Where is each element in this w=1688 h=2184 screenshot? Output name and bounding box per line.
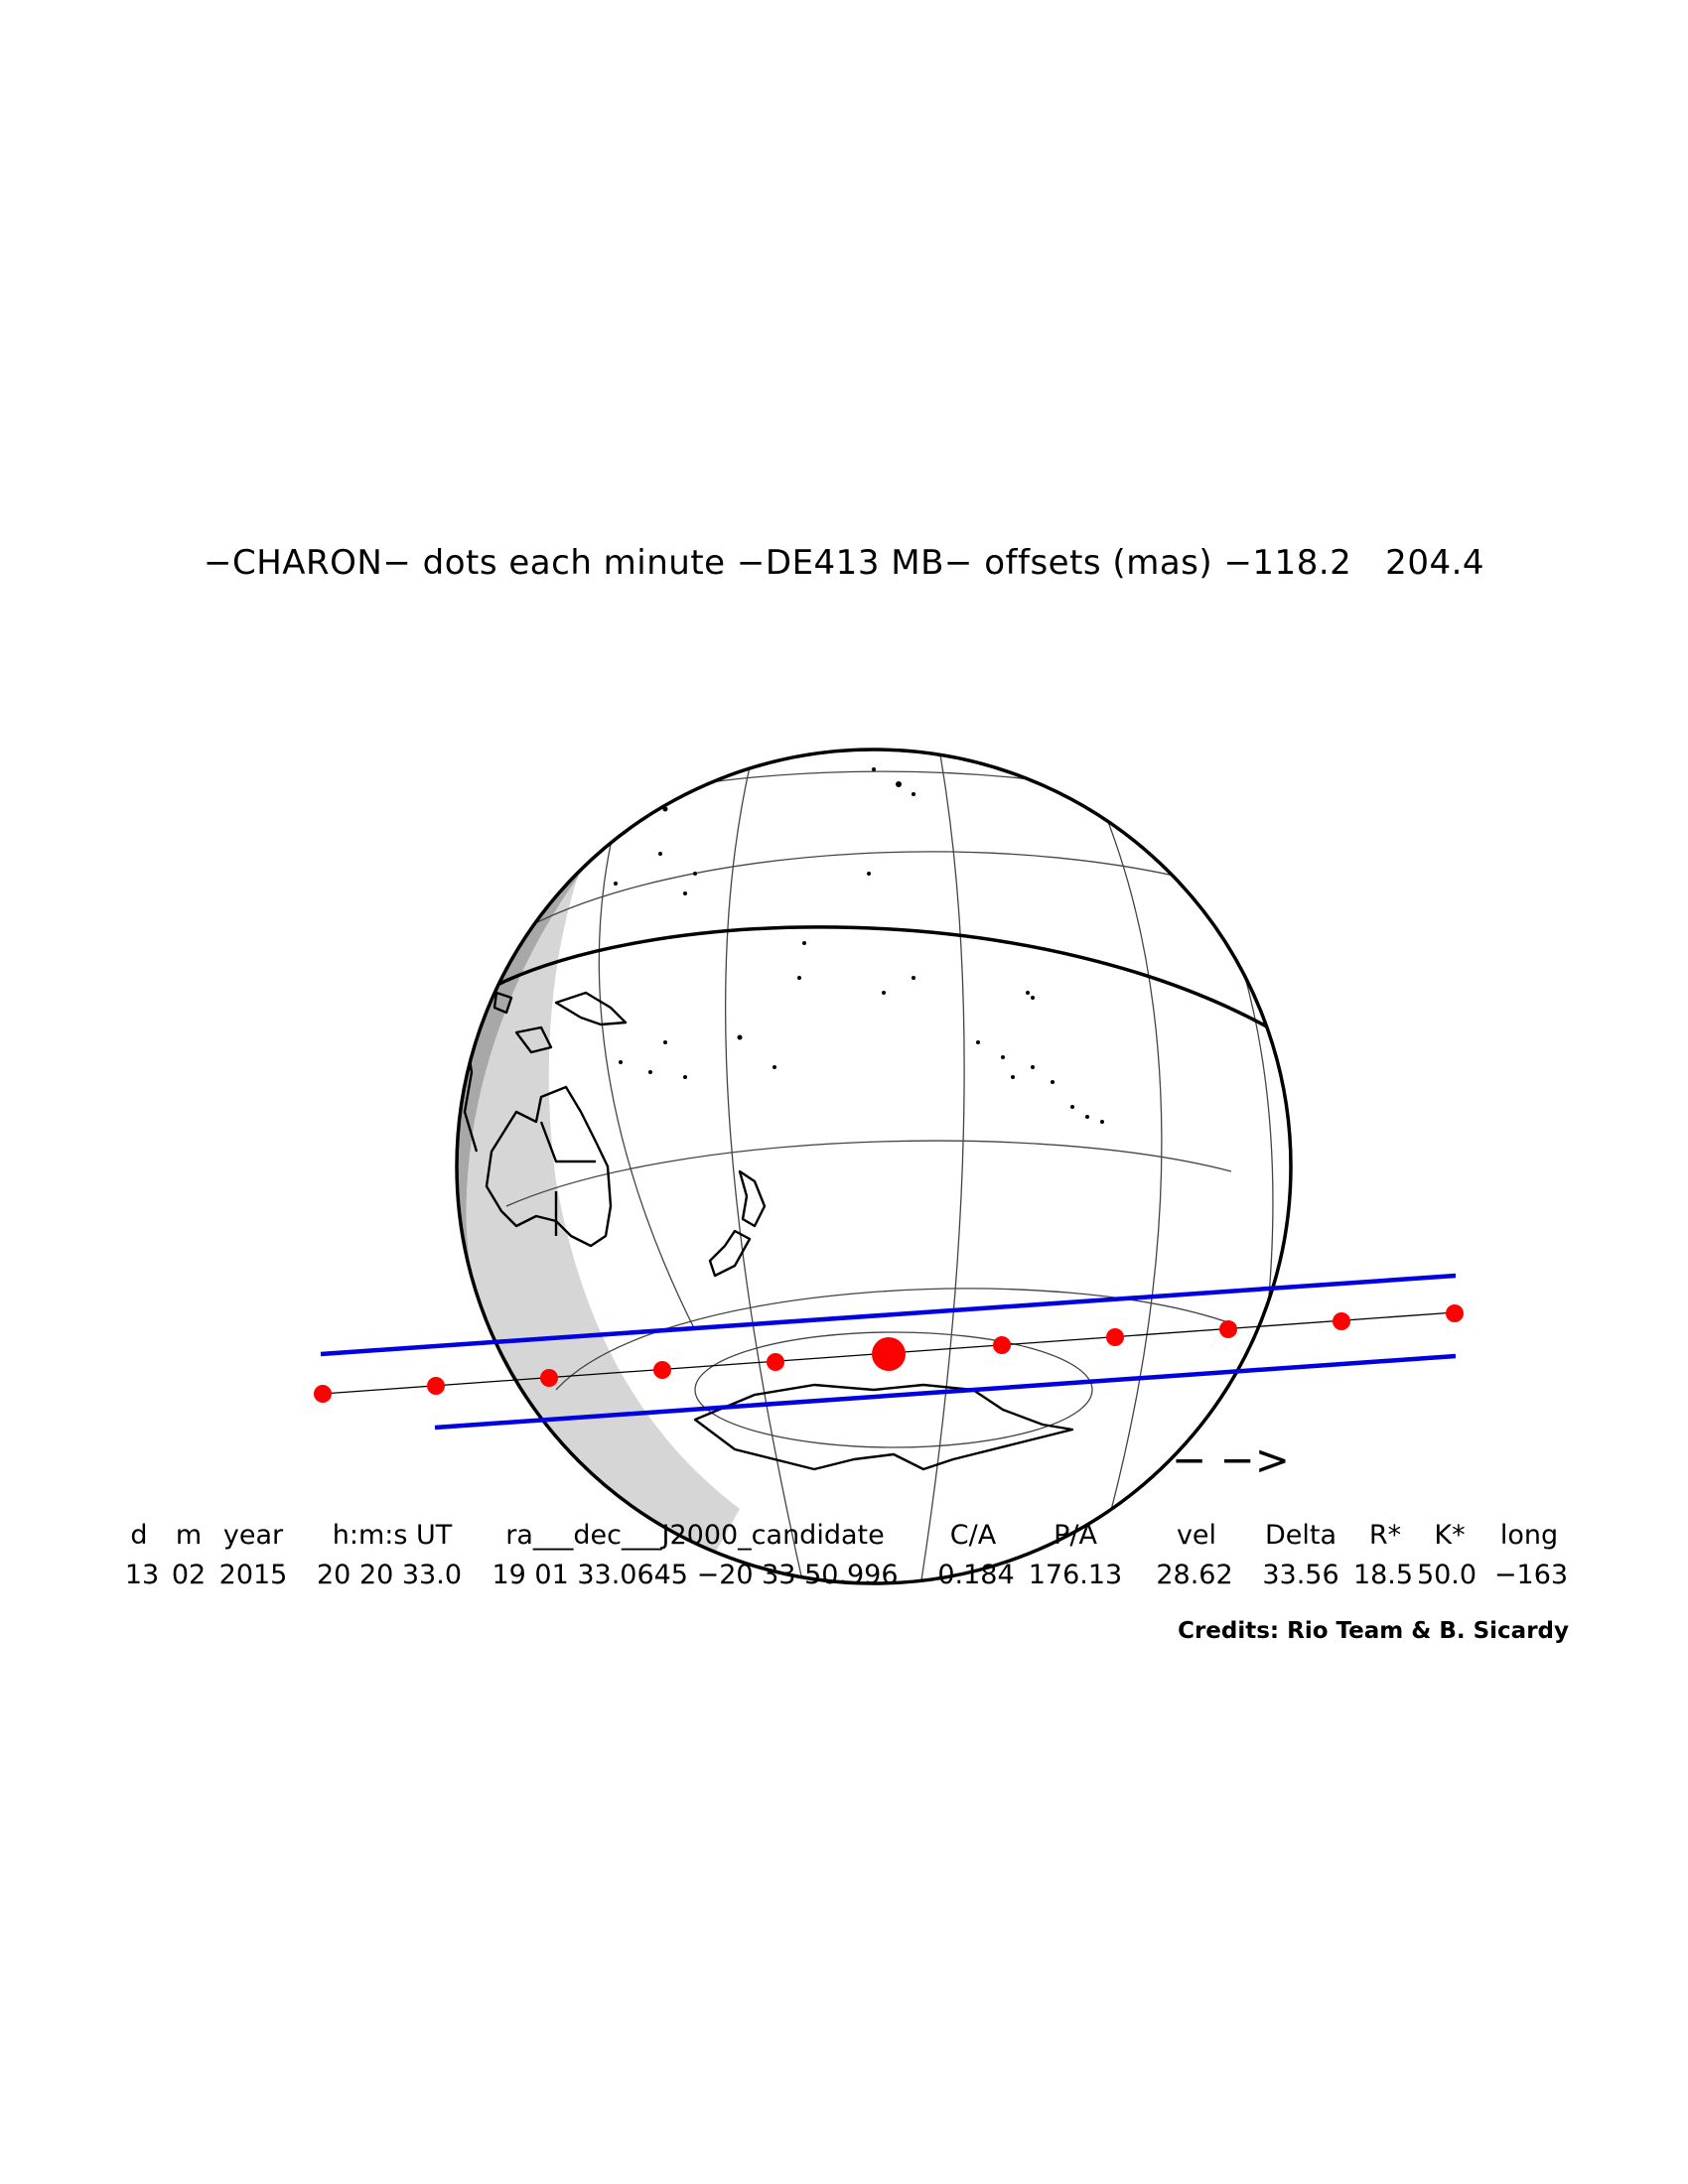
minute-dot	[653, 1361, 671, 1379]
header-year: year	[223, 1520, 284, 1551]
minute-dot	[1219, 1320, 1237, 1338]
credits: Credits: Rio Team & B. Sicardy	[1178, 1618, 1569, 1644]
header-ca: C/A	[950, 1520, 997, 1551]
minute-dot	[993, 1336, 1011, 1354]
value-kstar: 50.0	[1417, 1560, 1477, 1590]
value-vel: 28.62	[1156, 1560, 1232, 1590]
value-year: 2015	[219, 1560, 288, 1590]
header-m: m	[176, 1520, 202, 1551]
direction-arrow-icon: − −>	[1172, 1435, 1290, 1484]
minute-dots	[314, 1304, 1464, 1403]
globe-outline	[455, 748, 1293, 1585]
minute-dot	[540, 1369, 558, 1387]
minute-dot	[1333, 1312, 1350, 1330]
minute-dot	[427, 1377, 445, 1395]
value-time: 20 20 33.0	[317, 1560, 462, 1590]
central-time-dot	[872, 1337, 906, 1371]
value-ca: 0.184	[937, 1560, 1014, 1590]
header-vel: vel	[1177, 1520, 1216, 1551]
value-rstar: 18.5	[1353, 1560, 1413, 1590]
header-rstar: R*	[1369, 1520, 1401, 1551]
minute-dot	[314, 1385, 332, 1403]
globe	[455, 748, 1293, 1585]
value-d: 13	[125, 1560, 159, 1590]
night-shade	[466, 754, 740, 1583]
equator	[481, 925, 1287, 1039]
value-m: 02	[172, 1560, 206, 1590]
occultation-table: d m year h:m:s UT ra___dec___J2000_candi…	[125, 1520, 1568, 1590]
header-d: d	[130, 1520, 147, 1551]
header-coords: ra___dec___J2000_candidate	[505, 1520, 884, 1551]
value-long: −163	[1494, 1560, 1568, 1590]
header-delta: Delta	[1265, 1520, 1336, 1551]
minute-dot	[1106, 1328, 1124, 1346]
minute-dot	[767, 1353, 784, 1371]
value-delta: 33.56	[1262, 1560, 1338, 1590]
header-long: long	[1500, 1520, 1558, 1551]
path-limit-south	[434, 1353, 1457, 1431]
path-limit-north	[320, 1273, 1457, 1357]
value-coords: 19 01 33.0645 −20 33 50.996	[492, 1560, 898, 1590]
header-pa: P/A	[1054, 1520, 1097, 1551]
minute-dot	[1446, 1304, 1464, 1322]
header-time: h:m:s UT	[333, 1520, 453, 1551]
header-kstar: K*	[1434, 1520, 1465, 1551]
map-title: −CHARON− dots each minute −DE413 MB− off…	[204, 543, 1484, 583]
value-pa: 176.13	[1029, 1560, 1122, 1590]
